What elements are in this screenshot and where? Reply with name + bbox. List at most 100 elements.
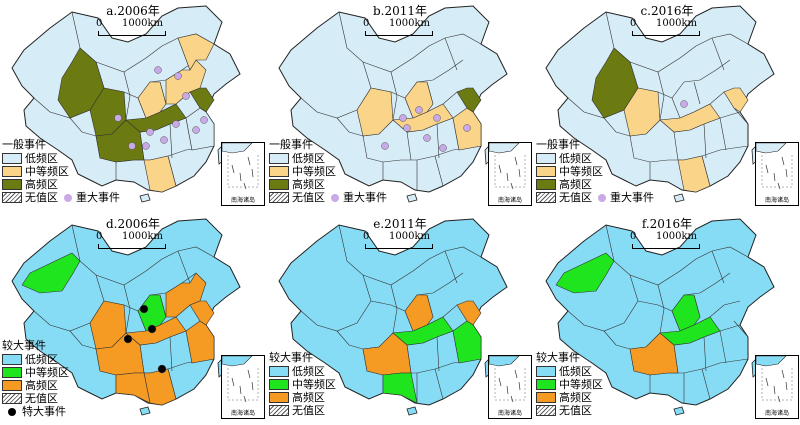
legend-item: 无值区 xyxy=(2,392,132,405)
legend-item: 中等频区 xyxy=(269,378,399,391)
legend-item: 中等频区 xyxy=(269,165,399,178)
province-tan xyxy=(165,59,207,105)
scale-zero: 0 xyxy=(630,231,637,242)
legend-label: 中等频区 xyxy=(292,165,336,178)
legend-label: 低频区 xyxy=(292,152,325,165)
event-dot xyxy=(157,364,167,374)
legend-label: 高频区 xyxy=(559,178,592,191)
country-outline xyxy=(11,5,241,193)
province-tan xyxy=(143,155,177,193)
legend-item: 中等频区 xyxy=(2,165,132,178)
scale-line xyxy=(365,31,433,36)
legend-label: 无值区 xyxy=(292,404,325,417)
scale-bar: 0 1000km xyxy=(363,18,435,36)
event-dot xyxy=(463,124,471,132)
legend-label: 高频区 xyxy=(292,178,325,191)
event-legend-label: 重大事件 xyxy=(76,191,120,204)
event-dot xyxy=(128,142,136,150)
scale-distance: 1000km xyxy=(122,231,163,242)
event-dot xyxy=(139,304,149,314)
province-olive xyxy=(95,119,145,163)
legend-label: 低频区 xyxy=(292,365,325,378)
map-panel-2: b.2011年 0 1000km 一般事件 低频区 中等频区 高频区 无值区 重大事件 … xyxy=(267,0,533,212)
event-dot xyxy=(415,106,423,114)
province-green xyxy=(555,252,615,294)
map-panel-6: f.2016年 0 1000km 较大事件 低频区 中等频区 高频区 无值区 南海诸岛 xyxy=(534,213,800,425)
event-legend-label: 重大事件 xyxy=(343,191,387,204)
panel-title: a.2006年 xyxy=(106,4,160,18)
legend-label: 高频区 xyxy=(292,391,325,404)
panel-title: c.2016年 xyxy=(640,4,694,18)
province-orange xyxy=(165,272,207,318)
province-tan xyxy=(659,103,721,133)
province-tan xyxy=(356,87,394,137)
map-panel-4: d.2006年 0 1000km 较大事件 低频区 中等频区 高频区 无值区 特大事件 … xyxy=(0,213,266,425)
event-legend-label: 重大事件 xyxy=(610,191,654,204)
legend-swatch xyxy=(2,393,22,404)
legend-label: 中等频区 xyxy=(559,165,603,178)
legend-label: 无值区 xyxy=(25,191,58,204)
hainan-island xyxy=(673,193,685,203)
legend: 一般事件 低频区 中等频区 高频区 无值区 重大事件 xyxy=(269,138,399,204)
legend-swatch xyxy=(269,192,289,203)
legend-swatch xyxy=(536,153,556,164)
china-map xyxy=(11,5,241,203)
event-dot xyxy=(200,116,208,124)
legend-item: 低频区 xyxy=(536,365,666,378)
legend-label: 无值区 xyxy=(559,404,592,417)
province-tan xyxy=(677,155,711,193)
province-olive xyxy=(189,87,215,113)
event-legend-dot xyxy=(64,193,72,202)
legend-swatch xyxy=(269,405,289,416)
legend-title: 较大事件 xyxy=(2,339,46,352)
inset-label: 南海诸岛 xyxy=(764,410,789,417)
hainan-island xyxy=(406,193,418,203)
event-dot xyxy=(147,324,157,334)
legend-item: 中等频区 xyxy=(2,366,132,379)
event-legend-label: 特大事件 xyxy=(22,405,66,418)
legend-label: 中等频区 xyxy=(559,378,603,391)
inset-label: 南海诸岛 xyxy=(764,197,789,204)
legend-label: 无值区 xyxy=(25,392,58,405)
legend-item: 无值区 xyxy=(269,404,399,417)
country-outline xyxy=(278,5,508,193)
legend-item: 低频区 xyxy=(536,152,666,165)
country-outline xyxy=(545,5,775,193)
event-dot xyxy=(123,334,133,344)
legend: 一般事件 低频区 中等频区 高频区 无值区 重大事件 xyxy=(2,138,132,204)
legend-label: 低频区 xyxy=(559,152,592,165)
scale-distance: 1000km xyxy=(122,18,163,29)
inset-label: 南海诸岛 xyxy=(497,197,522,204)
legend-item: 特大事件 xyxy=(2,405,132,418)
scale-zero: 0 xyxy=(96,231,103,242)
event-dot xyxy=(439,144,447,152)
province-olive xyxy=(125,103,187,133)
south-china-sea-inset: 南海诸岛 xyxy=(221,355,265,419)
legend-swatch xyxy=(2,166,22,177)
legend-item: 高频区 xyxy=(2,178,132,191)
legend-swatch xyxy=(2,380,22,391)
legend-label: 无值区 xyxy=(559,191,592,204)
legend-item: 中等频区 xyxy=(536,378,666,391)
scale-zero: 0 xyxy=(96,18,103,29)
province-orange xyxy=(115,372,151,404)
scale-bar: 0 1000km xyxy=(96,231,168,249)
china-map xyxy=(278,218,508,416)
province-olive xyxy=(591,47,639,119)
hainan-island xyxy=(406,406,418,416)
event-dot xyxy=(423,134,431,142)
legend: 较大事件 低频区 中等频区 高频区 无值区 xyxy=(536,351,666,417)
inset-label: 南海诸岛 xyxy=(497,410,522,417)
country-outline xyxy=(278,218,508,406)
inset-map xyxy=(488,142,526,190)
hainan-island xyxy=(673,406,685,416)
event-dot xyxy=(174,72,182,80)
scale-bar: 0 1000km xyxy=(630,18,702,36)
legend-swatch xyxy=(269,392,289,403)
legend: 较大事件 低频区 中等频区 高频区 无值区 特大事件 xyxy=(2,339,132,418)
event-dot xyxy=(399,114,407,122)
hainan-island xyxy=(139,193,151,203)
inset-map xyxy=(755,142,793,190)
legend-swatch xyxy=(2,192,22,203)
legend-item: 无值区 重大事件 xyxy=(269,191,399,204)
